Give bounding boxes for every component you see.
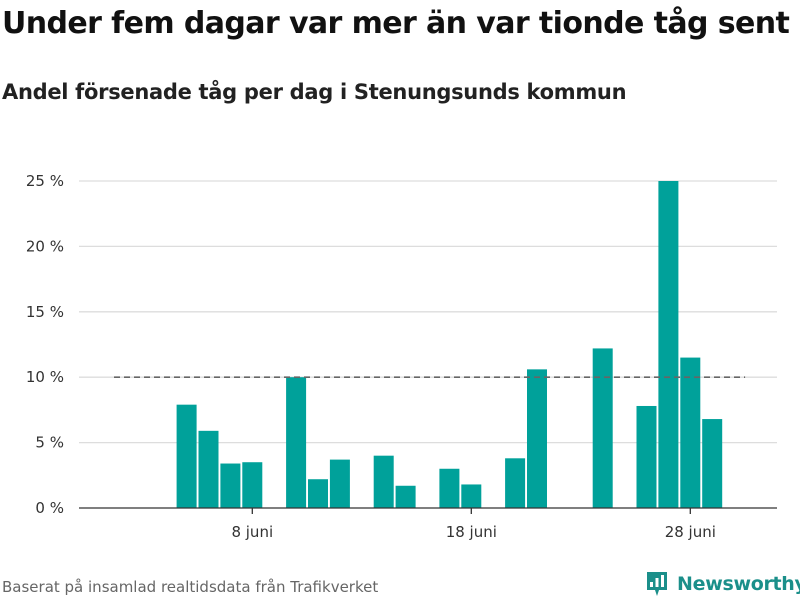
bar [592, 348, 613, 508]
bar [176, 404, 197, 508]
bar [395, 485, 416, 508]
bar [373, 455, 394, 508]
newsworthy-logo-icon [647, 572, 667, 596]
bar [198, 430, 219, 508]
chart-title: Under fem dagar var mer än var tionde tå… [2, 6, 790, 41]
bar [680, 357, 701, 508]
bar [439, 468, 460, 508]
y-tick-label: 25 % [26, 172, 64, 190]
bar [242, 462, 263, 508]
y-tick-label: 10 % [26, 368, 64, 386]
bar [220, 463, 241, 508]
x-tick-label: 8 juni [231, 523, 273, 541]
bar [329, 459, 350, 508]
bar [461, 484, 482, 508]
y-tick-label: 0 % [35, 499, 64, 517]
y-tick-label: 20 % [26, 237, 64, 255]
bar [702, 419, 723, 508]
bar [286, 377, 307, 508]
brand-name: Newsworthy [677, 573, 800, 595]
brand-logo: Newsworthy [645, 570, 800, 598]
bar [636, 405, 657, 508]
x-tick-label: 18 juni [446, 523, 497, 541]
y-tick-label: 15 % [26, 303, 64, 321]
source-note: Baserat på insamlad realtidsdata från Tr… [2, 578, 379, 596]
chart-subtitle: Andel försenade tåg per dag i Stenungsun… [2, 80, 627, 104]
bar [505, 458, 526, 508]
bar [527, 369, 547, 508]
bar [658, 181, 679, 508]
y-tick-label: 5 % [35, 434, 64, 452]
x-tick-label: 28 juni [665, 523, 716, 541]
bar [308, 479, 328, 508]
bar-chart: 0 % 5 % 10 % 15 % 20 % 25 % 8 juni 18 juni 28 ju… [26, 172, 777, 541]
